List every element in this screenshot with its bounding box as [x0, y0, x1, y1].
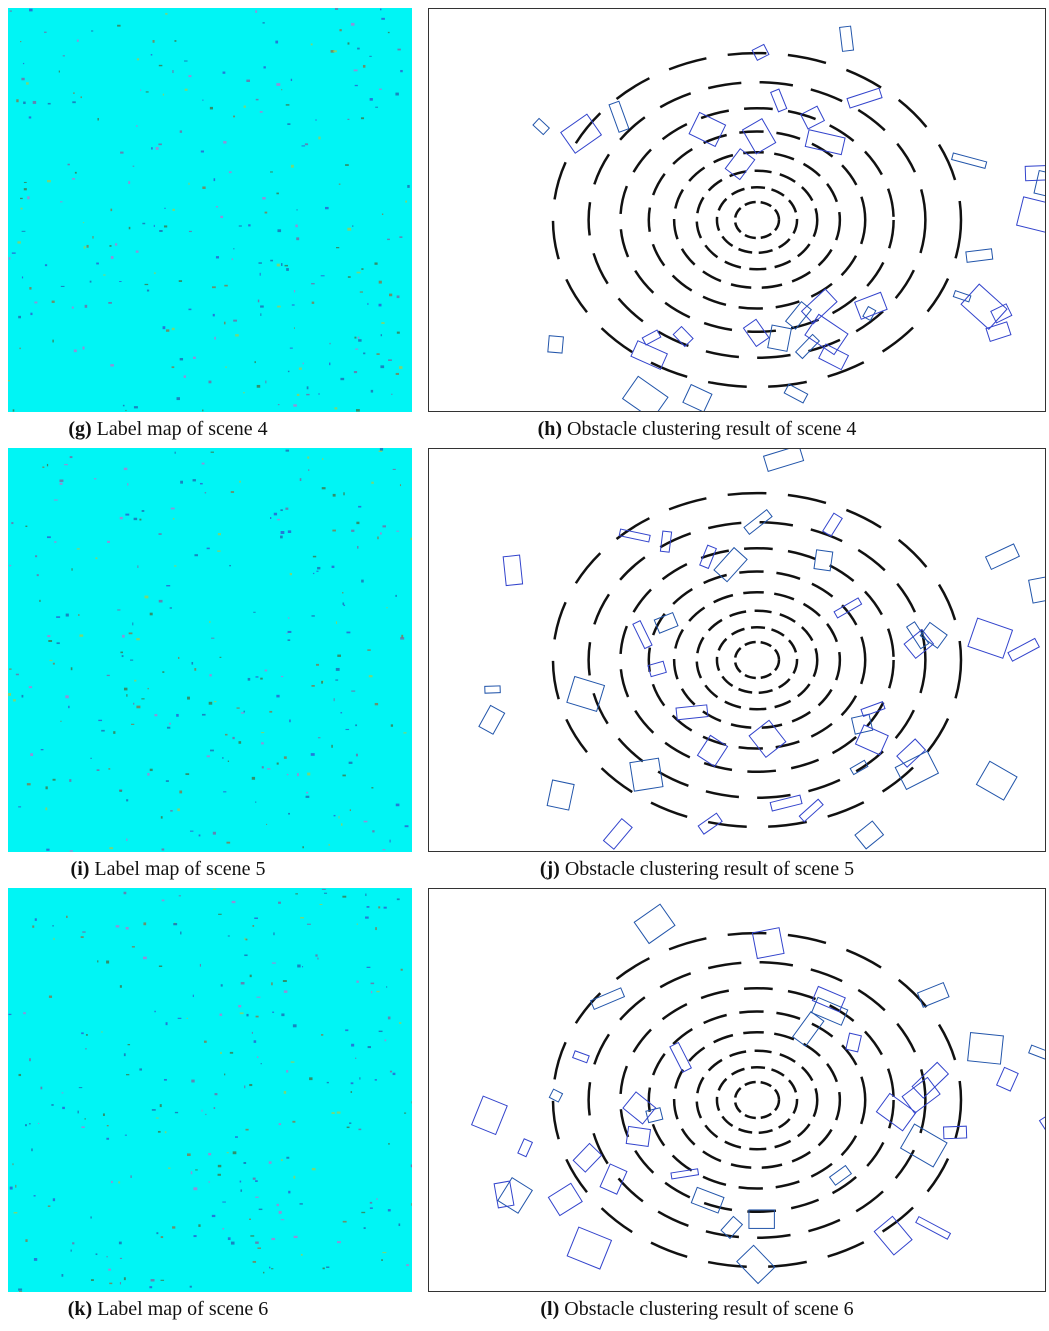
- image-content: [8, 448, 412, 852]
- panel-tag: (j): [540, 858, 560, 880]
- clustering-image: [428, 448, 1046, 852]
- image-content: [429, 449, 1045, 851]
- label-map-image: [8, 448, 412, 852]
- panel-caption: (g) Label map of scene 4: [68, 418, 267, 441]
- image-content: [429, 9, 1045, 411]
- caption-text: Obstacle clustering result of scene 5: [565, 858, 854, 880]
- clustering-image: [428, 888, 1046, 1292]
- caption-text: Obstacle clustering result of scene 6: [564, 1298, 853, 1320]
- caption-text: Label map of scene 4: [97, 418, 268, 440]
- image-content: [8, 888, 412, 1292]
- panel-caption: (i)Label map of scene 5: [71, 858, 266, 881]
- panel-tag: (h): [538, 418, 562, 440]
- panel-tag: (k): [68, 1298, 92, 1320]
- panel-tag: (l): [540, 1298, 559, 1320]
- label-map-image: [8, 8, 412, 412]
- figure-page: (g)Label map of scene 4(h)Obstacle clust…: [0, 0, 1049, 1331]
- panel-tag: (i): [71, 858, 90, 880]
- panel-tag: (g): [68, 418, 91, 440]
- panel-caption: (l) Obstacle clustering result of scene 6: [540, 1298, 853, 1321]
- panel-caption: (j)Obstacle clustering result of scene 5: [540, 858, 854, 881]
- panel-caption: (h)Obstacle clustering result of scene 4: [538, 418, 857, 441]
- clustering-image: [428, 8, 1046, 412]
- panel-caption: (k)Label map of scene 6: [68, 1298, 269, 1321]
- caption-text: Obstacle clustering result of scene 4: [567, 418, 856, 440]
- caption-text: Label map of scene 5: [94, 858, 265, 880]
- image-content: [429, 889, 1045, 1291]
- label-map-image: [8, 888, 412, 1292]
- caption-text: Label map of scene 6: [97, 1298, 268, 1320]
- image-content: [8, 8, 412, 412]
